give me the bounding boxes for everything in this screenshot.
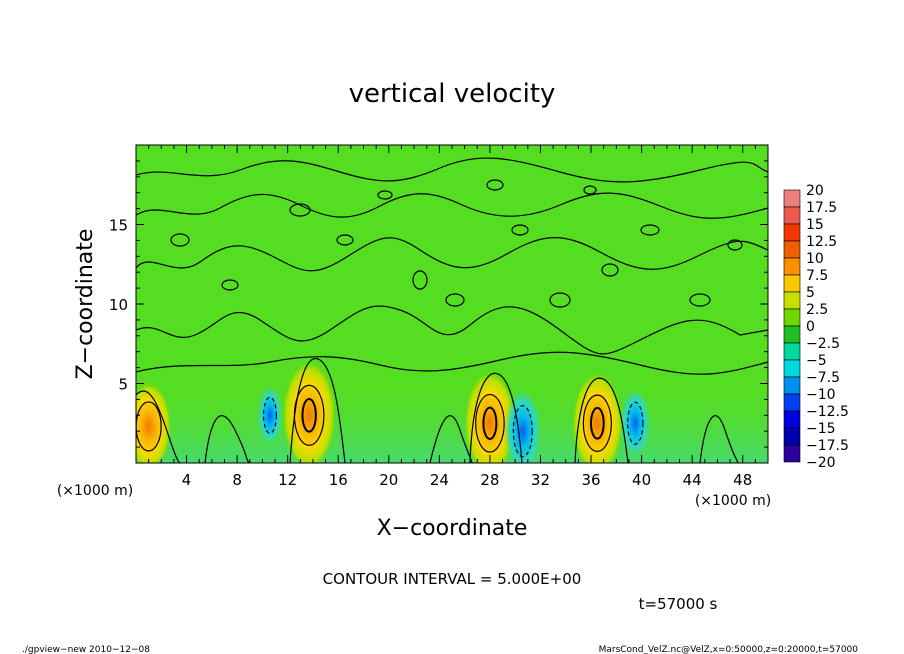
lower-layer-shading [136, 380, 768, 463]
updraft-contour-inner [589, 406, 605, 440]
downdraft-core [503, 388, 542, 463]
x-unit-left: (×1000 m) [57, 483, 133, 499]
x-axis-label: X−coordinate [377, 516, 528, 541]
x-tick-label: 44 [683, 471, 702, 489]
contour-lines [136, 157, 768, 463]
y-tick-label: 5 [118, 376, 128, 394]
y-tick-label: 15 [109, 217, 128, 235]
time-text: t=57000 s [639, 595, 718, 613]
x-tick-label: 48 [733, 471, 752, 489]
x-tick-label: 20 [379, 471, 398, 489]
colorbar-swatch [783, 359, 801, 378]
colorbar-level-label: 12.5 [806, 234, 837, 250]
colorbar-swatch [783, 410, 801, 429]
footer-left: ./gpview−new 2010−12−08 [22, 645, 150, 654]
colorbar-level-label: 2.5 [806, 302, 828, 318]
footer-right: MarsCond_VelZ.nc@VelZ,x=0:50000,z=0:2000… [599, 645, 859, 654]
downdraft-core [257, 385, 283, 446]
colorbar-swatch [783, 189, 801, 208]
colorbar-swatch [783, 223, 801, 242]
y-tick-label: 10 [109, 296, 128, 314]
updraft-contour [582, 394, 612, 452]
colorbar-level-label: −12.5 [806, 404, 849, 420]
x-tick-label: 24 [430, 471, 449, 489]
colorbar-level-label: −20 [806, 455, 836, 471]
updraft-core [464, 371, 516, 463]
colorbar-level-label: −15 [806, 421, 836, 437]
colorbar-swatch [783, 291, 801, 310]
updraft-core [136, 381, 172, 463]
colorbar-level-label: 0 [806, 319, 815, 335]
colorbar-level-label: 15 [806, 217, 824, 233]
x-tick-label: 40 [632, 471, 651, 489]
colorbar-swatch [783, 308, 801, 327]
x-tick-label: 16 [329, 471, 348, 489]
downdraft-contour [263, 396, 277, 434]
updraft-contour [293, 384, 325, 446]
x-tick-label: 32 [531, 471, 550, 489]
colorbar-swatch [783, 240, 801, 259]
colorbar-level-label: −17.5 [806, 438, 849, 454]
plot-area [135, 144, 769, 464]
colorbar-swatch [783, 206, 801, 225]
y-axis: 5 10 15 [109, 160, 768, 448]
x-tick-label: 36 [581, 471, 600, 489]
colorbar-level-label: 10 [806, 251, 824, 267]
updraft-core [571, 372, 623, 463]
x-unit-right: (×1000 m) [695, 493, 771, 509]
colorbar-level-label: 7.5 [806, 268, 828, 284]
colorbar-swatch [783, 325, 801, 344]
updraft-contour-inner [301, 397, 317, 433]
colorbar-swatch [783, 274, 801, 293]
colorbar-swatch [783, 393, 801, 412]
chart-title: vertical velocity [349, 79, 556, 109]
colorbar-level-label: 17.5 [806, 200, 837, 216]
x-tick-label: 8 [232, 471, 242, 489]
colorbar-swatch [783, 427, 801, 446]
updraft-core [282, 360, 336, 463]
updraft-contour-inner [482, 406, 498, 440]
colorbar-level-label: −5 [806, 353, 827, 369]
colorbar-level-label: −7.5 [806, 370, 840, 386]
x-tick-label: 4 [182, 471, 192, 489]
colorbar-level-label: 20 [806, 183, 824, 199]
x-tick-label: 28 [480, 471, 499, 489]
downdraft-core [620, 388, 651, 459]
downdraft-contour [512, 405, 533, 458]
colorbar: 2017.51512.5107.552.50−2.5−5−7.5−10−12.5… [783, 183, 849, 471]
colorbar-swatch [783, 376, 801, 395]
x-tick-label: 12 [278, 471, 297, 489]
updraft-contour [475, 393, 505, 453]
x-axis: 4 8 12 16 20 24 28 32 36 40 44 48 [148, 145, 756, 489]
colorbar-level-label: −2.5 [806, 336, 840, 352]
contour-interval-text: CONTOUR INTERVAL = 5.000E+00 [323, 570, 582, 588]
colorbar-level-label: 5 [806, 285, 815, 301]
colorbar-level-label: −10 [806, 387, 836, 403]
colorbar-swatch [783, 342, 801, 361]
colorbar-swatch [783, 257, 801, 276]
colorbar-swatch [783, 444, 801, 463]
y-axis-label: Z−coordinate [73, 229, 98, 380]
downdraft-contour [627, 401, 644, 445]
